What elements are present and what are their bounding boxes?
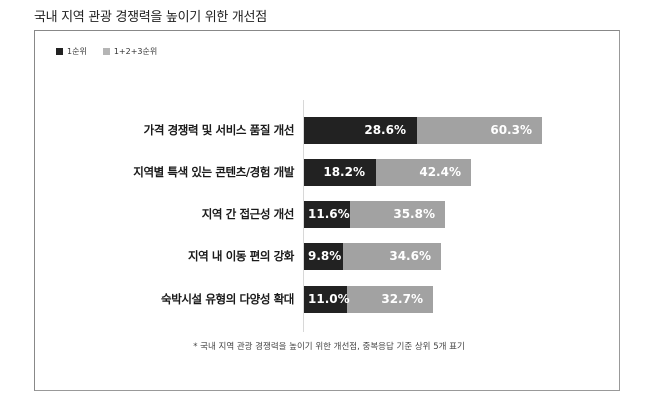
footnote: * 국내 지역 관광 경쟁력을 높이기 위한 개선점, 중복응답 기준 상위 5… — [193, 342, 465, 352]
bar-first: 18.2% — [304, 159, 376, 186]
bar-row: 지역 간 접근성 개선 35.8% 11.6% — [0, 201, 658, 228]
bar-first: 9.8% — [304, 243, 343, 270]
y-axis-line — [303, 100, 304, 332]
legend: 1순위 1+2+3순위 — [56, 46, 173, 57]
bar-value-top3: 34.6% — [389, 249, 431, 263]
bar-row: 숙박시설 유형의 다양성 확대 32.7% 11.0% — [0, 286, 658, 313]
bar-value-top3: 42.4% — [419, 165, 461, 179]
bar-value-first: 18.2% — [323, 165, 365, 179]
category-label: 가격 경쟁력 및 서비스 품질 개선 — [143, 123, 295, 137]
legend-label: 1+2+3순위 — [113, 47, 158, 56]
bar-value-top3: 60.3% — [490, 123, 532, 137]
chart-frame — [34, 30, 620, 391]
bar-value-top3: 32.7% — [381, 292, 423, 306]
category-label: 숙박시설 유형의 다양성 확대 — [161, 292, 294, 306]
bar-value-first: 28.6% — [364, 123, 406, 137]
bar-row: 가격 경쟁력 및 서비스 품질 개선 60.3% 28.6% — [0, 117, 658, 144]
bar-value-top3: 35.8% — [393, 207, 435, 221]
legend-swatch-gray-icon — [102, 48, 110, 55]
legend-item-first: 1순위 — [56, 46, 87, 57]
legend-swatch-dark-icon — [56, 48, 63, 55]
category-label: 지역 간 접근성 개선 — [201, 207, 295, 221]
bar-value-first: 11.0% — [308, 292, 350, 306]
bar-first: 11.6% — [304, 201, 350, 228]
bar-first: 28.6% — [304, 117, 417, 144]
bar-row: 지역 내 이동 편의 강화 34.6% 9.8% — [0, 243, 658, 270]
category-label: 지역별 특색 있는 콘텐츠/경험 개발 — [133, 165, 294, 179]
bar-row: 지역별 특색 있는 콘텐츠/경험 개발 42.4% 18.2% — [0, 159, 658, 186]
category-label: 지역 내 이동 편의 강화 — [187, 249, 294, 263]
bar-value-first: 11.6% — [308, 207, 350, 221]
bar-first: 11.0% — [304, 286, 350, 313]
chart-title: 국내 지역 관광 경쟁력을 높이기 위한 개선점 — [34, 10, 267, 25]
legend-item-top3: 1+2+3순위 — [102, 46, 158, 57]
legend-label: 1순위 — [67, 47, 87, 56]
bar-value-first: 9.8% — [308, 249, 342, 263]
